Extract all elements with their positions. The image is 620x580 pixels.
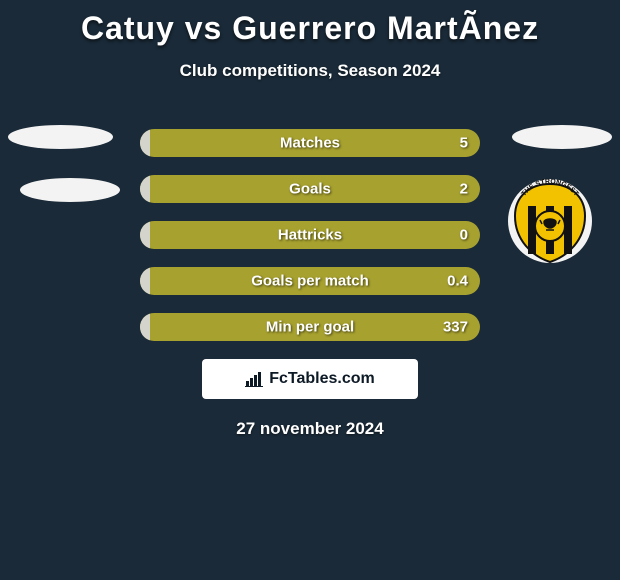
stat-value-right: 0: [460, 227, 468, 244]
stat-label: Matches: [280, 135, 340, 152]
fctables-logo: FcTables.com: [245, 370, 375, 388]
stat-value-right: 5: [460, 135, 468, 152]
stat-row-min-per-goal: Min per goal 337: [140, 313, 480, 341]
stat-value-right: 0.4: [447, 273, 468, 290]
footer-brand-box[interactable]: FcTables.com: [202, 359, 418, 399]
stat-bar-left-fill: [140, 129, 150, 157]
player-left-avatar-2: [20, 178, 120, 202]
page-subtitle: Club competitions, Season 2024: [0, 61, 620, 81]
stat-bar-left-fill: [140, 313, 150, 341]
footer-brand-text: FcTables.com: [269, 370, 375, 388]
stat-row-goals: Goals 2: [140, 175, 480, 203]
stat-bar-left-fill: [140, 267, 150, 295]
bar-chart-icon: [245, 371, 265, 387]
page-title: Catuy vs Guerrero MartÃnez: [0, 0, 620, 47]
stat-label: Min per goal: [266, 319, 354, 336]
date-line: 27 november 2024: [0, 419, 620, 439]
player-right-avatar-1: [512, 125, 612, 149]
stat-bar-left-fill: [140, 175, 150, 203]
stat-row-hattricks: Hattricks 0: [140, 221, 480, 249]
stat-value-right: 2: [460, 181, 468, 198]
club-badge-right: THE STRONGEST: [500, 178, 600, 264]
stat-row-matches: Matches 5: [140, 129, 480, 157]
stat-label: Goals per match: [251, 273, 369, 290]
stats-container: Matches 5 Goals 2 Hattricks 0 Goals per …: [140, 129, 480, 341]
stat-row-goals-per-match: Goals per match 0.4: [140, 267, 480, 295]
stat-value-right: 337: [443, 319, 468, 336]
player-left-avatar-1: [8, 125, 113, 149]
stat-bar-left-fill: [140, 221, 150, 249]
stat-label: Goals: [289, 181, 331, 198]
stat-label: Hattricks: [278, 227, 342, 244]
